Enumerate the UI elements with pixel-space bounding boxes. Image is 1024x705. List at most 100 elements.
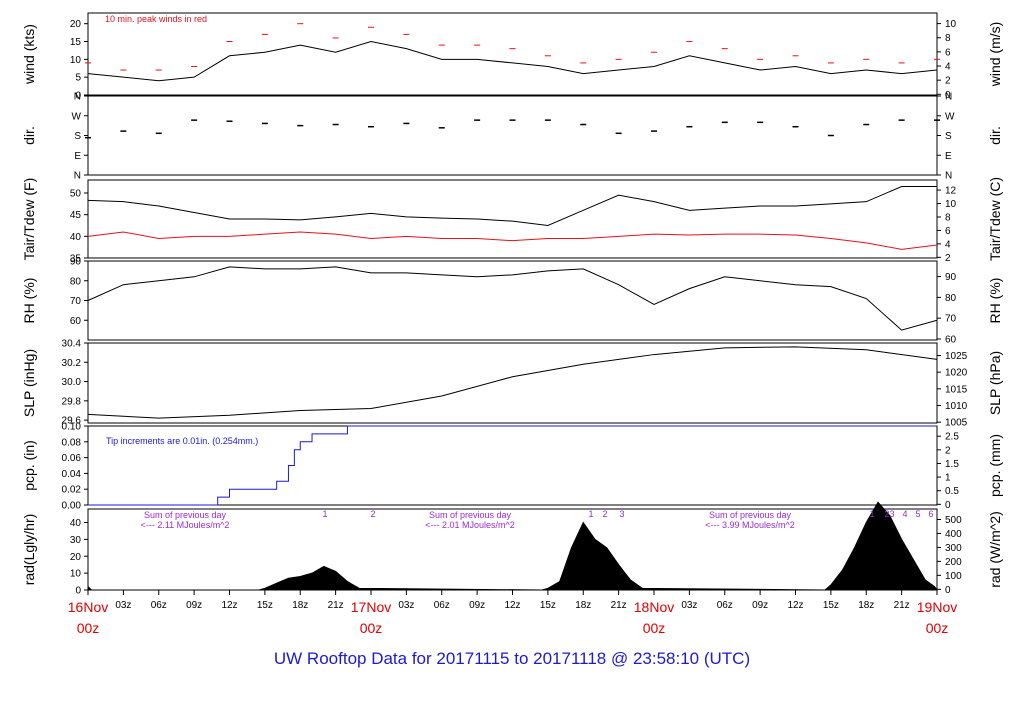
y2-tick-label: W: [945, 111, 955, 122]
series-line-wind-0: [87, 41, 938, 82]
rad-sum-label: Sum of previous day: [709, 510, 792, 520]
y2-tick-label: 100: [945, 571, 962, 582]
y2-tick-label: 6: [945, 226, 951, 237]
y-tick-label: N: [74, 92, 81, 103]
y2-axis-label: Tair/Tdew (C): [987, 177, 1003, 261]
panel-slp: 29.6 29.8 30.0 30.2 30.4 1005 1010 1015 1020 1025…: [21, 339, 1003, 429]
y2-tick-label: 1: [945, 473, 951, 484]
y2-tick-label: 2: [945, 76, 951, 87]
y2-tick-label: 2.5: [945, 432, 959, 443]
rad-marker: 6: [928, 509, 933, 519]
y2-axis-label: rad (W/m^2): [987, 511, 1003, 588]
y-tick-label: 15: [70, 37, 82, 48]
day-label-hour: 00z: [360, 620, 383, 636]
y2-tick-label: S: [945, 131, 952, 142]
y-tick-label: 20: [70, 19, 82, 30]
y-tick-label: 5: [75, 73, 81, 84]
day-label-date: 18Nov: [634, 599, 674, 615]
y2-tick-label: 0: [945, 500, 951, 511]
time-axis: 03z 06z 09z 12z 15z 18z 21z 03z 06z 09z 12z 15z 18z 2…: [68, 589, 957, 636]
hour-tick-label: 15z: [823, 600, 839, 611]
y-tick-label: 0: [75, 586, 81, 597]
y2-axis-label: SLP (hPa): [987, 351, 1003, 415]
day-label-date: 17Nov: [351, 599, 391, 615]
y2-tick-label: N: [945, 92, 952, 103]
hour-tick-label: 03z: [398, 600, 414, 611]
y2-tick-label: 8: [945, 212, 951, 223]
rad-marker: 4: [902, 509, 907, 519]
y2-tick-label: E: [945, 151, 952, 162]
y2-tick-label: 0.5: [945, 486, 959, 497]
y2-axis-label: wind (m/s): [987, 22, 1003, 88]
y-tick-label: 70: [70, 296, 82, 307]
hour-tick-label: 18z: [292, 600, 308, 611]
y2-axis-label: pcp. (mm): [987, 434, 1003, 497]
y2-tick-label: 1025: [945, 351, 968, 362]
pcp-line: [88, 425, 937, 506]
panel-wind: 0 5 10 15 20 0 2 4 6 8 10 wind (kts) wind (m/s) 10 mi…: [21, 12, 1003, 102]
day-label-date: 16Nov: [68, 599, 108, 615]
panel-frame: [87, 260, 938, 341]
y2-tick-label: 4: [945, 62, 951, 73]
y-tick-label: 0.08: [62, 437, 82, 448]
panel-pcp: 0.00 0.02 0.04 0.06 0.08 0.10 0 0.5 1 1.5 2 2.5 pcp.…: [21, 422, 1003, 512]
y-tick-label: 20: [70, 552, 82, 563]
hour-tick-label: 12z: [221, 600, 237, 611]
rad-sum-value: <--- 2.01 MJoules/m^2: [425, 520, 515, 530]
y2-tick-label: 80: [945, 293, 957, 304]
hour-tick-label: 03z: [115, 600, 131, 611]
rad-sum-label: Sum of previous day: [429, 510, 512, 520]
hour-tick-label: 21z: [328, 600, 344, 611]
y2-tick-label: 70: [945, 314, 957, 325]
rad-marker: 5: [915, 509, 920, 519]
day-label-hour: 00z: [643, 620, 666, 636]
rad-marker: 1: [322, 509, 327, 519]
y-tick-label: 0: [75, 91, 81, 102]
y-tick-label: 10: [70, 569, 82, 580]
panel-frame: [87, 342, 938, 424]
chart-title: UW Rooftop Data for 20171115 to 20171118…: [273, 649, 751, 668]
rad-marker: 2: [884, 509, 889, 519]
y2-tick-label: 0: [945, 90, 951, 101]
y-tick-label: 29.6: [62, 416, 82, 427]
rad-area: [87, 501, 938, 591]
y2-tick-label: 60: [945, 334, 957, 345]
rad-sum-label: Sum of previous day: [144, 510, 227, 520]
y-tick-label: 0.06: [62, 453, 82, 464]
y-axis-label: wind (kts): [21, 24, 37, 85]
hour-tick-label: 03z: [681, 600, 697, 611]
hour-tick-label: 21z: [611, 600, 627, 611]
y-tick-label: 40: [70, 518, 82, 529]
y-tick-label: 60: [70, 316, 82, 327]
hour-tick-label: 06z: [434, 600, 450, 611]
rad-marker: 3: [619, 509, 624, 519]
y2-tick-label: 1005: [945, 418, 968, 429]
y2-tick-label: 1.5: [945, 459, 959, 470]
rad-marker: 1: [588, 509, 593, 519]
y2-tick-label: 200: [945, 557, 962, 568]
rad-marker: 2: [602, 509, 607, 519]
panel-frame: [87, 179, 938, 259]
y-tick-label: 30.4: [62, 339, 82, 350]
y2-tick-label: 400: [945, 529, 962, 540]
panel-frame: [87, 12, 938, 96]
y2-tick-label: 0: [945, 585, 951, 596]
hour-tick-label: 15z: [540, 600, 556, 611]
rad-sum-value: <--- 2.11 MJoules/m^2: [141, 520, 230, 530]
hour-tick-label: 09z: [752, 600, 768, 611]
y-tick-label: 90: [70, 257, 82, 268]
y2-tick-label: 8: [945, 33, 951, 44]
y-tick-label: W: [72, 111, 82, 122]
y2-tick-label: 4: [945, 239, 951, 250]
hour-tick-label: 06z: [717, 600, 733, 611]
y2-tick-label: 1010: [945, 401, 968, 412]
series-line-temp-0: [87, 186, 937, 227]
y-tick-label: 50: [70, 189, 82, 200]
y-tick-label: 0.00: [62, 501, 82, 512]
y2-tick-label: 12: [945, 186, 957, 197]
